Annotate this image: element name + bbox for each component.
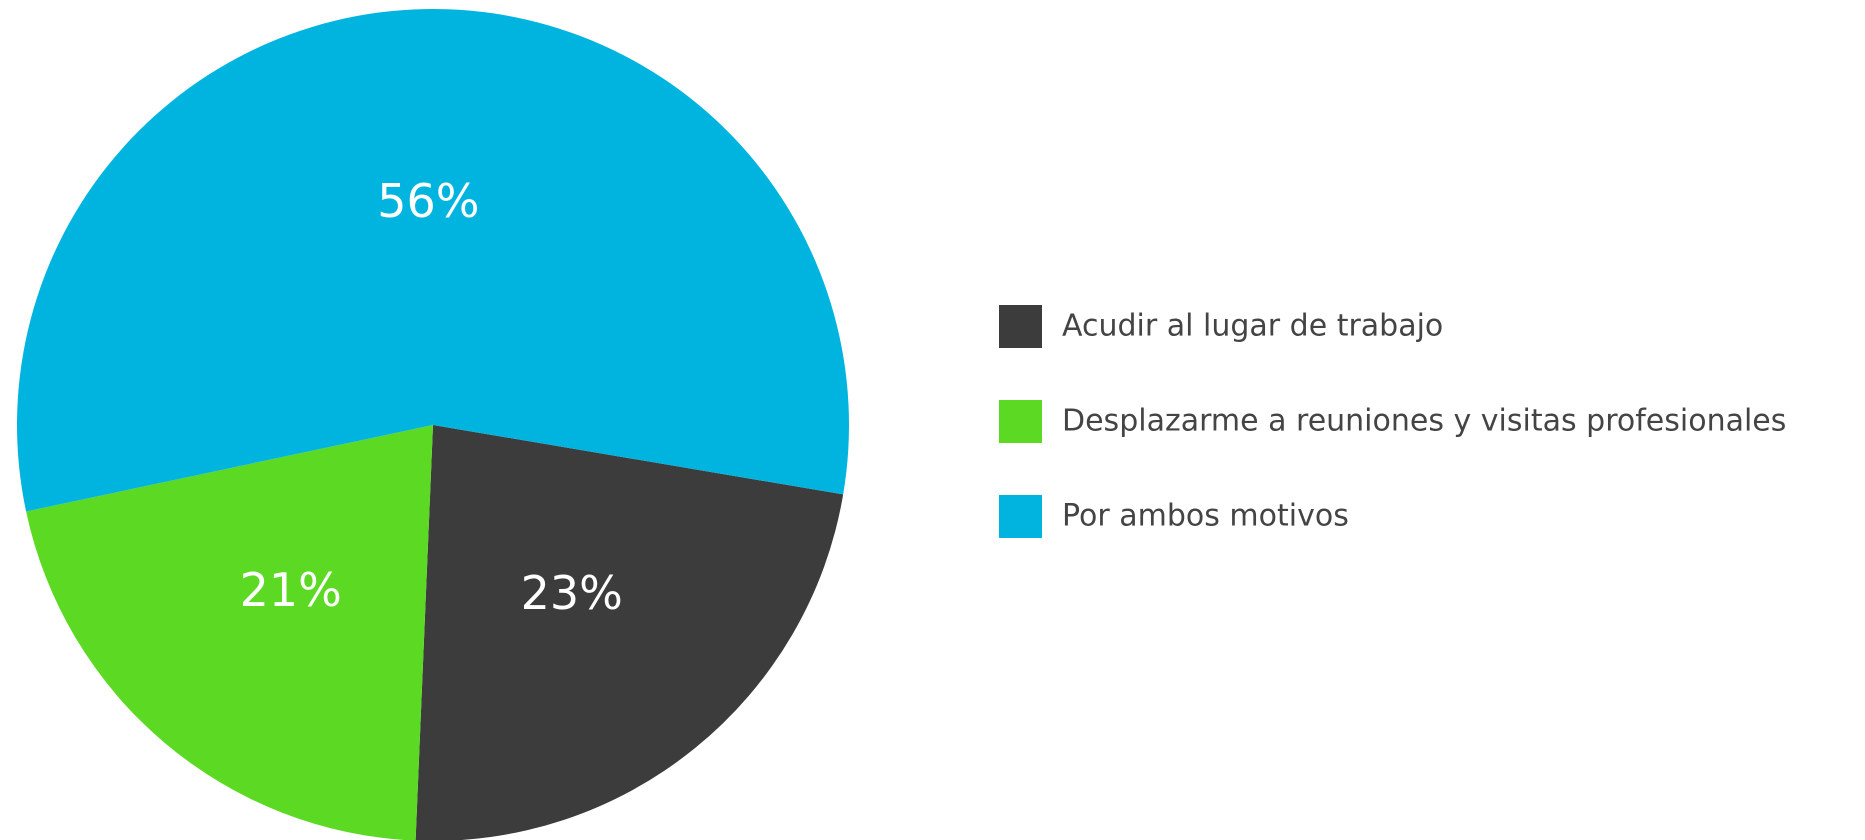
value-label: 21% (240, 563, 342, 617)
legend-swatch (999, 305, 1042, 348)
pie-slice (26, 425, 433, 840)
pie-slice (17, 9, 850, 512)
value-label: 23% (521, 566, 623, 620)
legend-label: Por ambos motivos (1062, 499, 1349, 534)
legend-label: Acudir al lugar de trabajo (1062, 309, 1443, 344)
pie-slice (415, 425, 844, 840)
legend-swatch (999, 495, 1042, 538)
legend-swatch (999, 400, 1042, 443)
legend-label: Desplazarme a reuniones y visitas profes… (1062, 404, 1786, 439)
value-label: 56% (377, 174, 479, 228)
